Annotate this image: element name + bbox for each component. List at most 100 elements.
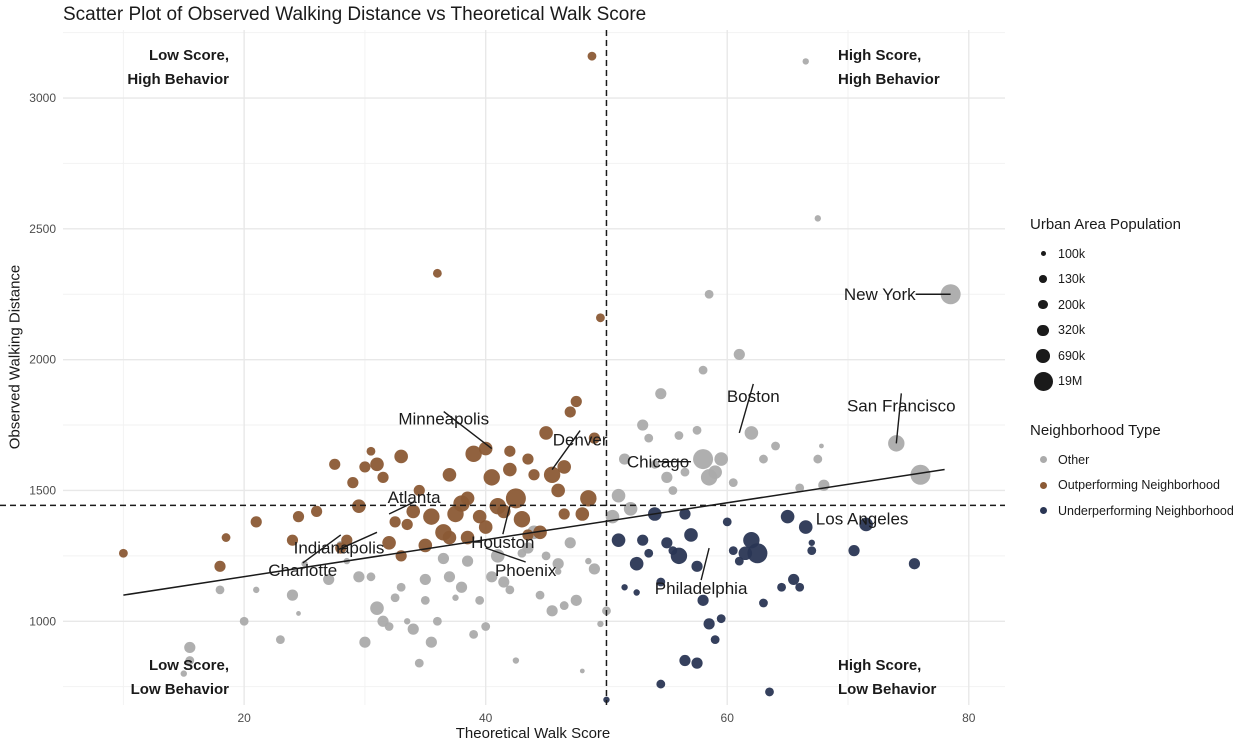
data-point — [286, 589, 299, 601]
data-point — [557, 460, 571, 474]
data-point — [394, 449, 408, 464]
data-point — [292, 511, 305, 523]
data-point — [366, 446, 376, 456]
data-point — [633, 589, 640, 596]
y-tick-label: 1000 — [29, 614, 56, 628]
data-point — [596, 313, 605, 323]
data-point — [522, 453, 534, 465]
annotation-leader — [302, 534, 342, 564]
data-point — [722, 517, 732, 527]
data-point — [728, 546, 738, 556]
annotation-leader — [551, 430, 581, 470]
data-point — [714, 452, 728, 466]
data-point — [650, 459, 660, 469]
data-point — [564, 406, 576, 418]
data-point — [384, 622, 394, 631]
city-label: Chicago — [627, 453, 689, 472]
annotation-leader — [338, 531, 378, 550]
data-points — [118, 51, 961, 703]
city-label: Denver — [553, 431, 608, 450]
data-point — [680, 467, 690, 477]
data-point — [777, 582, 786, 592]
color-legend-item: Outperforming Neighborhood — [1030, 473, 1234, 499]
city-label: New York — [844, 285, 916, 304]
data-point — [848, 545, 860, 557]
data-point — [490, 549, 505, 563]
data-point — [239, 616, 249, 626]
data-point — [908, 558, 921, 570]
data-point — [564, 537, 576, 549]
data-point — [637, 534, 649, 546]
data-point — [498, 576, 510, 588]
size-legend-dot — [1040, 251, 1046, 257]
data-point — [533, 525, 547, 540]
data-point — [377, 471, 389, 483]
data-point — [460, 530, 475, 545]
data-point — [452, 594, 459, 601]
data-point — [674, 431, 684, 440]
size-legend-label: 200k — [1058, 297, 1086, 312]
data-point — [323, 573, 335, 586]
data-point — [795, 483, 805, 493]
color-legend-dot — [1039, 481, 1047, 489]
data-point — [575, 507, 590, 521]
color-legend-label: Other — [1058, 452, 1090, 467]
annotation-leader — [388, 501, 415, 515]
data-point — [629, 556, 644, 571]
data-point — [691, 560, 703, 572]
data-point — [118, 548, 128, 558]
y-tick-label: 2500 — [29, 222, 56, 236]
data-point — [679, 654, 691, 667]
data-point — [656, 577, 666, 587]
data-point — [535, 590, 545, 600]
data-point — [504, 445, 516, 457]
data-point — [465, 445, 482, 463]
scatter-plot: 20 40 60 80 1000 1500 2000 2500 3000 Low Score, H… — [0, 30, 1005, 725]
size-legend-label: 19M — [1058, 374, 1083, 389]
data-point — [413, 484, 425, 497]
data-point — [180, 670, 187, 677]
data-point — [513, 511, 531, 528]
size-legend-label: 100k — [1058, 246, 1086, 261]
data-point — [704, 289, 714, 299]
data-point — [455, 581, 468, 593]
size-legend-item: 130k — [1030, 267, 1181, 293]
data-point — [798, 520, 813, 534]
data-point — [684, 528, 698, 542]
data-point — [733, 348, 745, 361]
grid — [63, 30, 1005, 705]
data-point — [807, 546, 817, 556]
x-axis-title: Theoretical Walk Score — [455, 725, 611, 742]
data-point — [353, 571, 365, 583]
data-point — [580, 490, 597, 507]
data-point — [734, 556, 744, 566]
color-legend: Neighborhood Type Other Outperforming Nei… — [1030, 422, 1234, 524]
data-point — [505, 488, 526, 509]
data-point — [184, 641, 196, 654]
data-point — [623, 501, 638, 516]
data-point — [275, 635, 285, 644]
size-legend-label: 690k — [1058, 348, 1086, 363]
annotation-leader — [700, 547, 710, 581]
data-point — [656, 679, 666, 689]
quadrant-label: High Behavior — [838, 71, 940, 88]
data-point — [389, 516, 401, 528]
data-point — [382, 535, 396, 550]
data-point — [554, 568, 562, 575]
data-point — [214, 560, 226, 572]
city-label: Indianapolis — [294, 538, 385, 557]
y-axis-title: Observed Walking Distance — [6, 264, 24, 450]
annotation-leader — [861, 518, 867, 525]
data-point — [744, 426, 759, 440]
data-point — [437, 552, 450, 565]
y-tick-label: 3000 — [29, 91, 56, 105]
data-point — [460, 491, 475, 506]
color-legend-dot — [1039, 456, 1047, 464]
city-label: Boston — [727, 387, 780, 406]
annotation-leader — [502, 505, 511, 535]
data-point — [539, 426, 553, 440]
color-legend-item: Underperforming Neighborhood — [1030, 498, 1234, 524]
x-tick-label: 40 — [479, 711, 493, 725]
data-point — [286, 534, 299, 546]
data-point — [618, 453, 631, 465]
